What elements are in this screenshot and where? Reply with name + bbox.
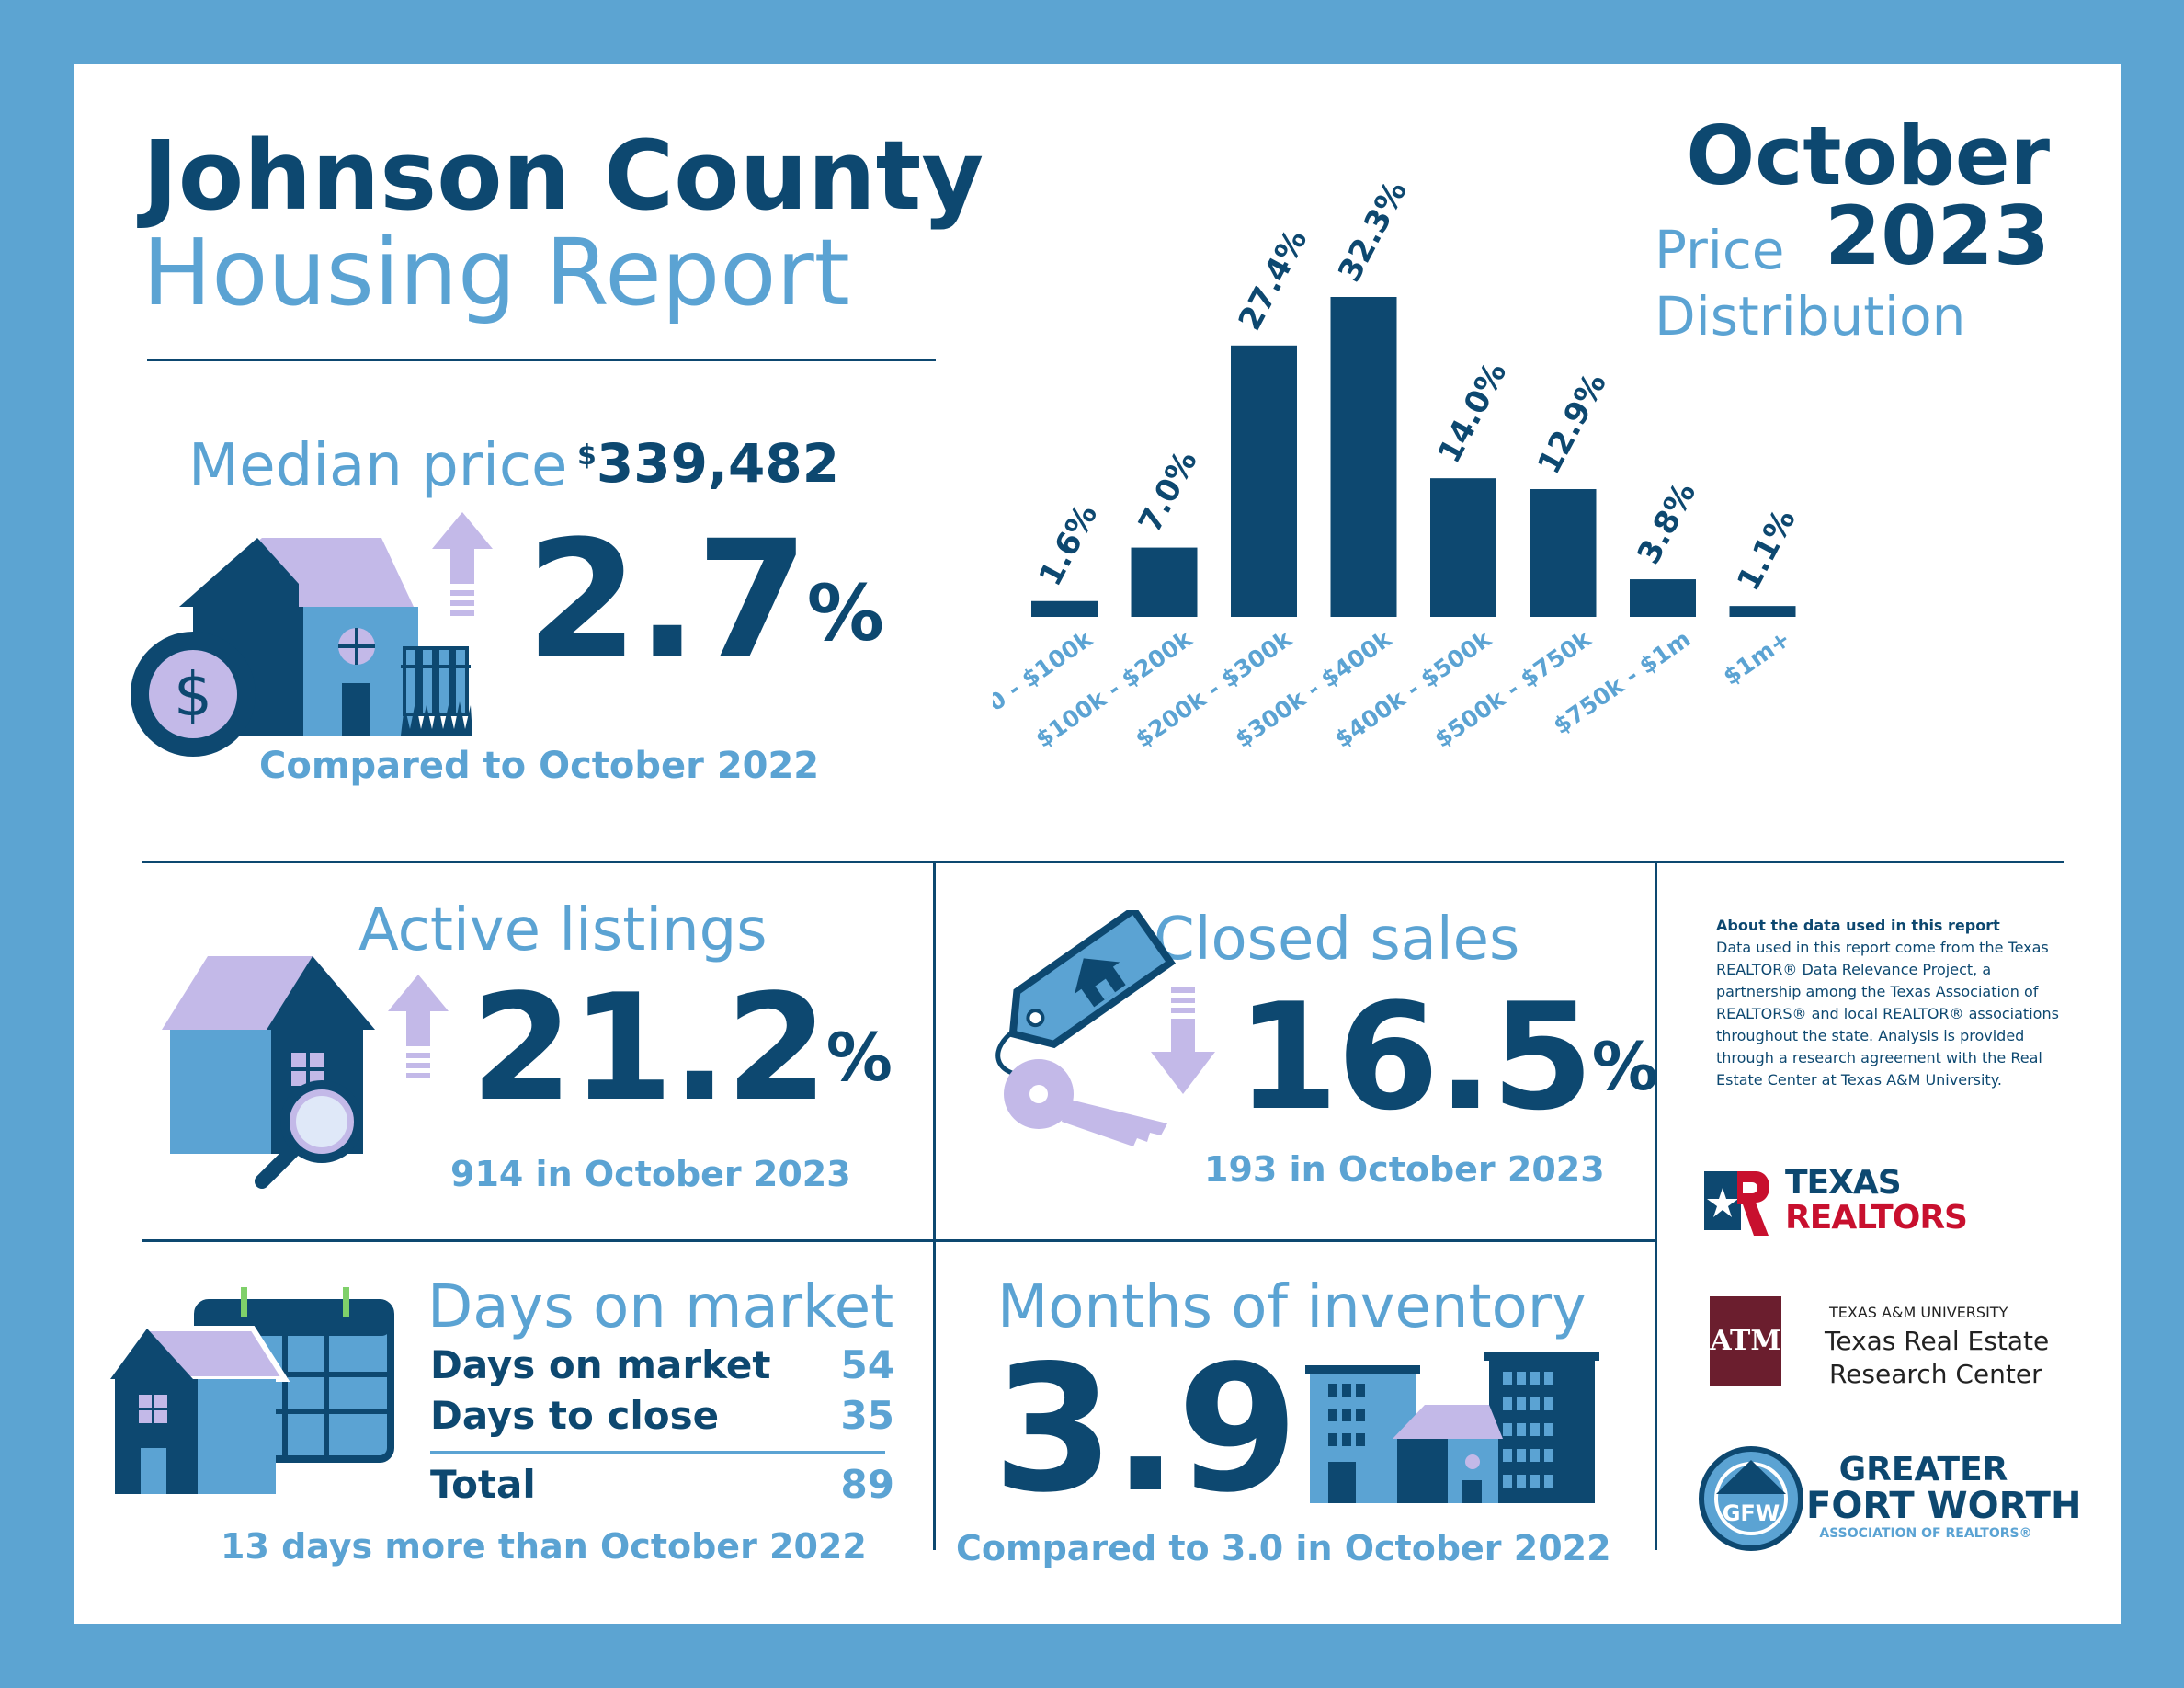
house-key-tag-icon [995, 910, 1177, 1146]
bar-value-label: 1.6% [1032, 498, 1106, 592]
gfw-mark-text: GFW [1723, 1500, 1780, 1526]
price-bar [1630, 579, 1696, 617]
median-change-unit: % [806, 568, 884, 658]
months-inventory-label: Months of inventory [997, 1273, 1587, 1341]
about-heading: About the data used in this report [1716, 917, 2000, 934]
active-listings-detail: 914 in October 2023 [450, 1154, 851, 1194]
price-up-arrow-icon [432, 512, 493, 616]
section-divider-top [142, 861, 2064, 863]
median-change-value: 2.7 [526, 506, 809, 694]
column-divider-left [933, 861, 936, 1550]
bar-value-label: 7.0% [1132, 445, 1205, 539]
bar-value-label: 1.1% [1730, 503, 1803, 597]
total-label: Total [430, 1462, 536, 1507]
bar-value-label: 12.9% [1530, 367, 1614, 480]
report-title-county: Johnson County [142, 120, 984, 232]
texas-realtors-line2: REALTORS [1785, 1199, 1968, 1237]
price-bar [1729, 606, 1796, 617]
section-divider-middle [142, 1239, 1655, 1242]
svg-text:$: $ [174, 659, 212, 730]
closed-sales-change: 16.5% [1236, 984, 1658, 1131]
report-year: 2023 [1825, 188, 2050, 283]
price-bar [1330, 297, 1397, 617]
price-bar [1031, 600, 1098, 617]
days-on-market-label: Days on market [427, 1273, 894, 1341]
report-month: October [1686, 108, 2050, 203]
total-value: 89 [840, 1462, 894, 1507]
gfw-logo-mark: GFW [1699, 1446, 1803, 1551]
sales-down-arrow-icon [1151, 987, 1215, 1094]
median-comparison: Compared to October 2022 [259, 745, 820, 787]
price-bar [1131, 547, 1198, 617]
texas-realtors-line1: TEXAS [1785, 1164, 1902, 1202]
tamu-line2: Research Center [1829, 1359, 2042, 1389]
texas-realtors-logo-mark [1704, 1171, 1769, 1236]
chart-title-line1: Price [1655, 219, 1785, 281]
gfw-line1: GREATER [1838, 1451, 2008, 1488]
dtc-row-label: Days to close [430, 1393, 720, 1438]
dom-comparison: 13 days more than October 2022 [221, 1526, 867, 1567]
price-bar [1430, 478, 1496, 617]
tamu-logo-mark: ATM [1710, 1296, 1781, 1386]
chart-title-line2: Distribution [1655, 285, 1966, 348]
months-inventory-comparison: Compared to 3.0 in October 2022 [956, 1528, 1611, 1568]
bar-category-label: $1m+ [1718, 625, 1795, 690]
about-body: Data used in this report come from the T… [1716, 939, 2059, 1089]
bar-value-label: 27.4% [1232, 223, 1315, 336]
dom-row-label: Days on market [430, 1342, 771, 1387]
total-divider [430, 1451, 885, 1454]
house-search-icon [162, 956, 375, 1189]
dom-row-value: 54 [840, 1342, 894, 1387]
median-price-value: $339,482 [577, 432, 839, 495]
tamu-small-text: TEXAS A&M UNIVERSITY [1829, 1304, 2008, 1321]
listings-up-arrow-icon [388, 975, 449, 1078]
calendar-house-icon [106, 1287, 394, 1494]
title-divider [147, 359, 936, 361]
median-change: 2.7% [526, 519, 884, 681]
texas-realtors-logo-text: TEXAS REALTORS [1785, 1164, 1968, 1237]
tamu-line1: Texas Real Estate [1825, 1326, 2050, 1356]
about-section: About the data used in this report Data … [1716, 915, 2065, 1091]
report-title-subtitle: Housing Report [142, 219, 850, 326]
bar-value-label: 3.8% [1631, 476, 1704, 570]
column-divider-right [1655, 861, 1657, 1550]
median-price-amount: 339,482 [596, 432, 840, 495]
buildings-icon [1305, 1352, 1599, 1503]
house-with-money-icon: $ [131, 538, 472, 757]
closed-sales-detail: 193 in October 2023 [1204, 1149, 1605, 1190]
dtc-row-value: 35 [840, 1393, 894, 1438]
active-listings-change: 21.2% [471, 975, 893, 1122]
bar-value-label: 32.3% [1331, 184, 1415, 288]
closed-sales-change-value: 16.5 [1236, 971, 1594, 1143]
gfw-line2: FORT WORTH [1806, 1485, 2082, 1527]
active-listings-change-unit: % [825, 1019, 893, 1096]
price-bar [1530, 489, 1597, 617]
gfw-line3: ASSOCIATION OF REALTORS® [1819, 1526, 2032, 1541]
median-price-label: Median price [188, 432, 568, 500]
active-listings-label: Active listings [358, 896, 768, 964]
active-listings-change-value: 21.2 [471, 962, 828, 1134]
bar-value-label: 14.0% [1431, 356, 1515, 469]
closed-sales-label: Closed sales [1154, 906, 1520, 974]
closed-sales-change-unit: % [1591, 1028, 1658, 1105]
price-bar [1231, 345, 1297, 617]
currency-symbol: $ [577, 439, 597, 472]
months-inventory-value: 3.9 [993, 1328, 1299, 1531]
